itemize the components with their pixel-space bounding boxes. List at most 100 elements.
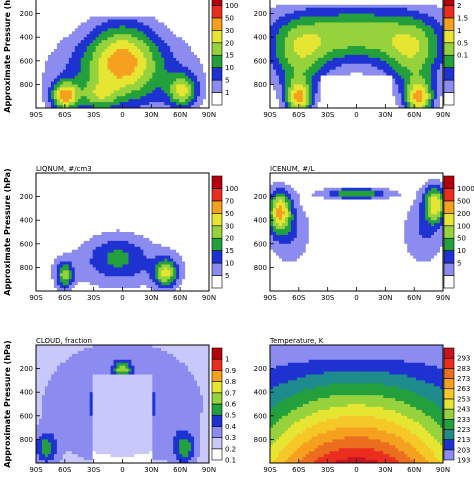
heatmap-cell: [131, 28, 134, 31]
heatmap-cell: [51, 226, 54, 229]
heatmap-cell: [428, 76, 431, 79]
heatmap-cell: [123, 11, 126, 14]
heatmap-cell: [48, 264, 51, 267]
heatmap-cell: [134, 8, 137, 11]
heatmap-cell: [300, 58, 303, 61]
heatmap-cell: [345, 81, 348, 84]
heatmap-cell: [152, 67, 155, 70]
heatmap-cell: [105, 90, 108, 93]
heatmap-cell: [282, 73, 285, 76]
heatmap-cell: [339, 70, 342, 73]
heatmap-cell: [120, 8, 123, 11]
heatmap-cell: [57, 43, 60, 46]
heatmap-cell: [143, 81, 146, 84]
heatmap-cell: [173, 5, 176, 8]
heatmap-cell: [158, 55, 161, 58]
heatmap-cell: [176, 79, 179, 82]
heatmap-cell: [279, 2, 282, 5]
heatmap-cell: [191, 67, 194, 70]
heatmap-cell: [114, 5, 117, 8]
heatmap-cell: [87, 99, 90, 102]
heatmap-cell: [179, 99, 182, 102]
heatmap-cell: [351, 14, 354, 17]
heatmap-cell: [434, 93, 437, 96]
heatmap-cell: [114, 37, 117, 40]
heatmap-cell: [437, 73, 440, 76]
heatmap-cell: [300, 55, 303, 58]
heatmap-cell: [182, 61, 185, 64]
heatmap-cell: [368, 79, 371, 82]
heatmap-cell: [42, 256, 45, 259]
heatmap-cell: [164, 67, 167, 70]
heatmap-cell: [336, 61, 339, 64]
heatmap-cell: [351, 52, 354, 55]
heatmap-cell: [371, 43, 374, 46]
heatmap-cell: [51, 247, 54, 250]
heatmap-cell: [152, 93, 155, 96]
heatmap-cell: [398, 14, 401, 17]
heatmap-cell: [203, 96, 206, 99]
heatmap-cell: [173, 70, 176, 73]
heatmap-cell: [431, 5, 434, 8]
heatmap-cell: [72, 84, 75, 87]
heatmap-cell: [377, 81, 380, 84]
heatmap-cell: [276, 55, 279, 58]
heatmap-cell: [291, 61, 294, 64]
heatmap-cell: [149, 37, 152, 40]
heatmap-cell: [315, 73, 318, 76]
heatmap-cell: [279, 5, 282, 8]
heatmap-cell: [51, 40, 54, 43]
heatmap-cell: [111, 73, 114, 76]
heatmap-cell: [377, 96, 380, 99]
heatmap-cell: [339, 2, 342, 5]
heatmap-cell: [315, 96, 318, 99]
heatmap-cell: [48, 93, 51, 96]
heatmap-cell: [93, 14, 96, 17]
heatmap-cell: [51, 203, 54, 206]
heatmap-cell: [134, 96, 137, 99]
heatmap-cell: [342, 2, 345, 5]
heatmap-cell: [321, 81, 324, 84]
heatmap-cell: [345, 84, 348, 87]
heatmap-cell: [170, 20, 173, 23]
heatmap-cell: [203, 43, 206, 46]
heatmap-cell: [425, 43, 428, 46]
heatmap-cell: [60, 79, 63, 82]
heatmap-cell: [321, 20, 324, 23]
heatmap-cell: [102, 84, 105, 87]
heatmap-cell: [128, 79, 131, 82]
heatmap-cell: [354, 2, 357, 5]
heatmap-cell: [425, 55, 428, 58]
heatmap-cell: [345, 43, 348, 46]
heatmap-cell: [170, 22, 173, 25]
heatmap-cell: [39, 188, 42, 191]
heatmap-cell: [167, 31, 170, 34]
heatmap-cell: [276, 46, 279, 49]
heatmap-cell: [437, 22, 440, 25]
heatmap-cell: [368, 61, 371, 64]
heatmap-cell: [125, 96, 128, 99]
heatmap-cell: [75, 40, 78, 43]
heatmap-cell: [279, 31, 282, 34]
heatmap-cell: [123, 25, 126, 28]
heatmap-cell: [45, 259, 48, 262]
heatmap-cell: [336, 14, 339, 17]
heatmap-cell: [63, 14, 66, 17]
heatmap-cell: [54, 176, 57, 179]
heatmap-cell: [386, 25, 389, 28]
heatmap-cell: [128, 2, 131, 5]
heatmap-cell: [303, 43, 306, 46]
heatmap-cell: [401, 70, 404, 73]
heatmap-cell: [330, 102, 333, 105]
heatmap-cell: [203, 70, 206, 73]
x-tick-label: 0: [120, 111, 124, 119]
heatmap-cell: [365, 79, 368, 82]
heatmap-cell: [66, 5, 69, 8]
heatmap-cell: [401, 28, 404, 31]
heatmap-cell: [188, 64, 191, 67]
heatmap-cell: [279, 79, 282, 82]
heatmap-cell: [125, 34, 128, 37]
heatmap-cell: [197, 81, 200, 84]
heatmap-cell: [339, 99, 342, 102]
x-tick-label: 30S: [87, 111, 101, 119]
